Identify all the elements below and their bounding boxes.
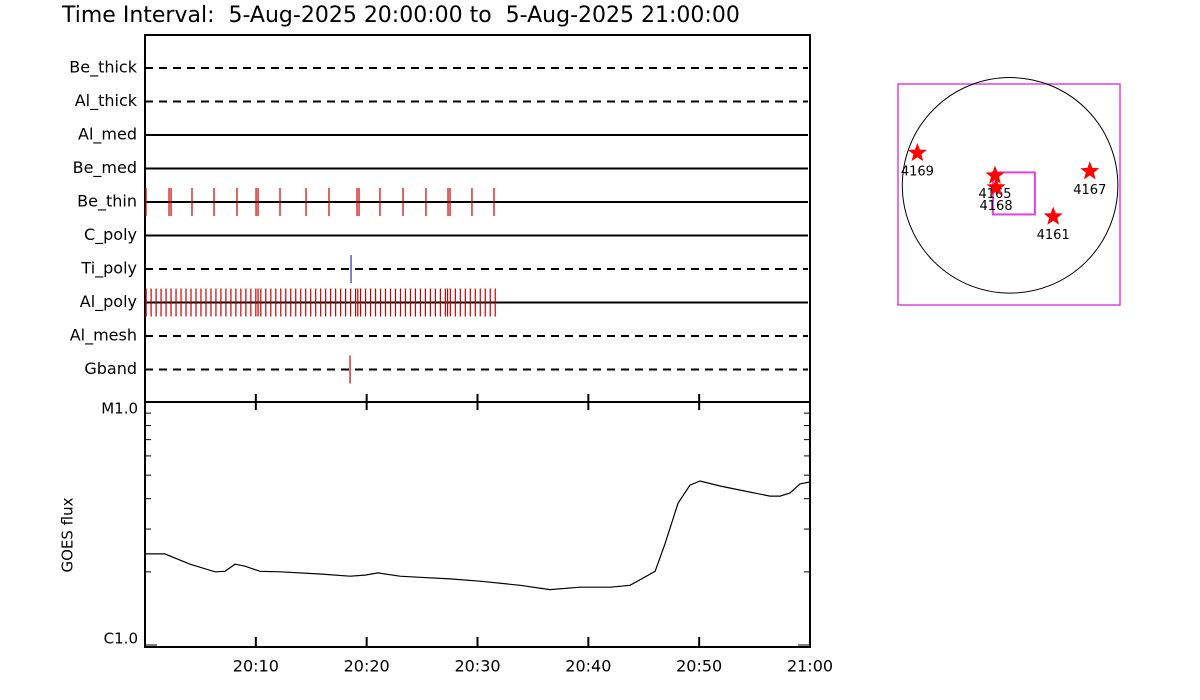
row-label: Be_thin: [77, 192, 137, 212]
active-region: [1080, 161, 1100, 180]
y-tick-label: C1.0: [104, 630, 138, 648]
x-tick-label: 20:30: [454, 657, 500, 676]
active-region: [986, 177, 1006, 196]
row-label: Al_thick: [75, 91, 138, 111]
row-label: Al_poly: [80, 292, 137, 312]
row-label: Al_mesh: [70, 326, 137, 346]
goes-frame: [144, 401, 811, 648]
goes-curve: [145, 480, 811, 591]
y-axis-label: GOES flux: [59, 497, 77, 572]
x-tick-label: 20:40: [565, 657, 611, 676]
y-tick-label: M1.0: [101, 400, 138, 418]
active-region-label: 4168: [980, 199, 1013, 214]
row-label: Be_med: [73, 158, 137, 178]
x-tick-label: 21:00: [787, 657, 833, 676]
title: Time Interval: 5-Aug-2025 20:00:00 to 5-…: [61, 3, 740, 28]
active-region-label: 4169: [901, 164, 934, 179]
active-region: [985, 165, 1005, 184]
x-tick-label: 20:50: [676, 657, 722, 676]
row-label: C_poly: [84, 225, 137, 245]
x-tick-label: 20:20: [344, 657, 390, 676]
active-region-label: 4161: [1037, 228, 1070, 243]
active-region: [907, 143, 927, 162]
active-region-label: 4165: [978, 187, 1011, 202]
timeline-frame: [144, 34, 811, 403]
map-frame: [897, 83, 1121, 306]
row-label: Gband: [84, 359, 137, 378]
active-region-label: 4167: [1073, 183, 1106, 198]
solar-disk: [901, 77, 1119, 294]
row-label: Ti_poly: [80, 259, 137, 279]
row-label: Be_thick: [69, 58, 137, 78]
active-region: [1043, 206, 1063, 225]
x-tick-label: 20:10: [233, 657, 279, 676]
row-label: Al_med: [78, 125, 137, 145]
